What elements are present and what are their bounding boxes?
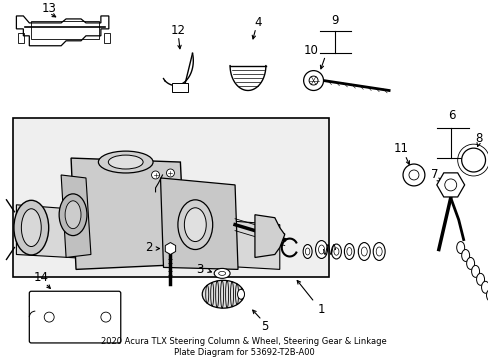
Circle shape [151,171,159,179]
Ellipse shape [202,280,244,308]
Ellipse shape [21,209,41,247]
Ellipse shape [331,244,341,259]
FancyBboxPatch shape [29,291,121,343]
Ellipse shape [214,269,230,278]
Ellipse shape [486,289,488,301]
Text: 2: 2 [144,241,152,254]
Bar [103,33,110,43]
Text: 1: 1 [317,303,325,316]
Text: 9: 9 [331,14,339,27]
Ellipse shape [476,273,484,285]
Text: 2020 Acura TLX Steering Column & Wheel, Steering Gear & Linkage
Plate Diagram fo: 2020 Acura TLX Steering Column & Wheel, … [101,337,386,357]
Text: 3: 3 [196,263,203,276]
Ellipse shape [358,243,369,260]
Polygon shape [160,178,238,269]
Ellipse shape [361,247,366,256]
Bar [19,33,24,43]
Ellipse shape [333,248,338,255]
Bar [13,118,329,277]
Text: 8: 8 [474,132,481,145]
Ellipse shape [59,194,87,235]
Ellipse shape [318,245,324,254]
Ellipse shape [65,201,81,229]
Ellipse shape [218,271,225,275]
Ellipse shape [303,244,311,258]
Ellipse shape [346,248,351,256]
Ellipse shape [466,257,474,269]
Polygon shape [254,215,284,257]
Ellipse shape [408,170,418,180]
Ellipse shape [461,249,468,261]
Ellipse shape [184,208,206,242]
Ellipse shape [237,289,244,299]
Circle shape [444,179,456,191]
Text: 10: 10 [304,44,318,57]
Polygon shape [71,158,185,269]
Bar [31,21,99,39]
Text: 6: 6 [447,109,454,122]
Text: 14: 14 [34,271,49,284]
Polygon shape [17,205,279,269]
Ellipse shape [315,240,327,258]
Ellipse shape [305,248,309,255]
Ellipse shape [402,164,424,186]
Text: 11: 11 [393,141,407,155]
Ellipse shape [470,265,479,277]
Polygon shape [61,175,91,257]
Text: 4: 4 [254,17,261,30]
Text: 5: 5 [261,320,268,333]
Text: 13: 13 [41,3,57,15]
Bar [172,82,188,93]
Circle shape [461,148,485,172]
Ellipse shape [98,151,153,173]
Ellipse shape [375,247,382,256]
Ellipse shape [481,281,488,293]
Ellipse shape [456,242,464,253]
Ellipse shape [178,200,212,249]
Circle shape [166,169,174,177]
Ellipse shape [108,155,143,169]
Text: 7: 7 [430,168,438,181]
Text: 12: 12 [170,24,185,37]
Ellipse shape [14,200,49,255]
Ellipse shape [372,243,385,260]
Ellipse shape [308,76,317,85]
Ellipse shape [344,244,354,260]
Ellipse shape [303,71,323,90]
